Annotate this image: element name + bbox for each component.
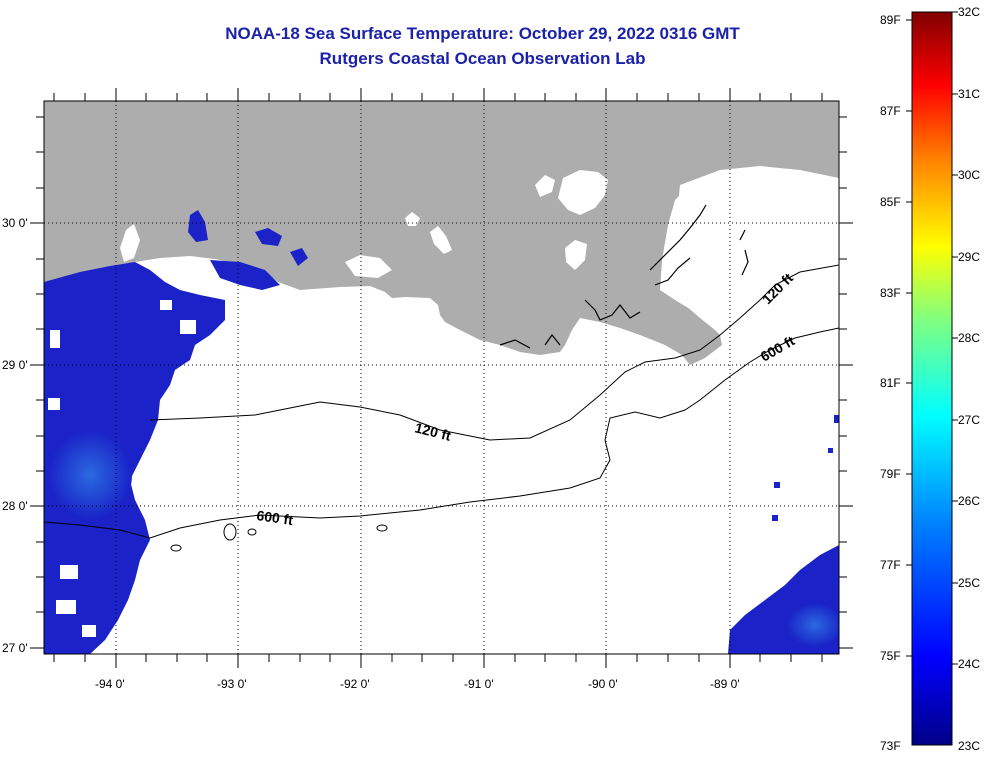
contour-600ft-loop: [376, 524, 388, 532]
colorbar-c-label: 25C: [958, 576, 980, 590]
sst-water-north: [188, 210, 208, 242]
cloud-hole: [50, 330, 60, 348]
colorbar-ticks: [906, 11, 958, 665]
cloud-hole: [82, 625, 96, 637]
colorbar-c-label: 27C: [958, 413, 980, 427]
contour-600ft-loop: [223, 523, 237, 541]
white-area-land: [565, 240, 587, 270]
axis-ticks: [30, 88, 853, 668]
colorbar-c-label: 28C: [958, 331, 980, 345]
colorbar-c-label: 29C: [958, 250, 980, 264]
cloud-hole: [180, 320, 196, 334]
sst-water-north: [210, 260, 280, 290]
white-area-land: [345, 255, 392, 278]
cloud-hole: [60, 565, 78, 579]
x-tick-label: -89 0': [710, 677, 740, 691]
contour-120ft: [149, 264, 839, 441]
colorbar-c-label: 26C: [958, 494, 980, 508]
sst-warmer-patch: [48, 430, 132, 520]
sst-water-north: [255, 228, 282, 246]
colorbar-f-label: 79F: [880, 467, 901, 481]
colorbar: [911, 11, 953, 746]
white-area-land: [558, 170, 608, 215]
sst-water-west: [44, 262, 225, 654]
sst-speck: [834, 415, 839, 423]
x-tick-label: -90 0': [588, 677, 618, 691]
sst-speck: [828, 448, 833, 453]
x-tick-label: -91 0': [464, 677, 494, 691]
cloud-hole: [48, 398, 60, 410]
colorbar-c-label: 23C: [958, 739, 980, 753]
x-tick-label: -94 0': [95, 677, 125, 691]
contour-600ft: [44, 327, 839, 539]
white-area-land: [430, 226, 452, 254]
cloud-hole: [160, 300, 172, 310]
contour-600ft-loop: [247, 528, 257, 536]
x-tick-label: -92 0': [340, 677, 370, 691]
x-tick-label: -93 0': [217, 677, 247, 691]
colorbar-f-label: 85F: [880, 195, 901, 209]
colorbar-f-label: 87F: [880, 104, 901, 118]
sst-speck: [774, 482, 780, 488]
colorbar-c-label: 31C: [958, 87, 980, 101]
gridlines: [44, 101, 839, 654]
y-tick-label: 27 0': [2, 641, 28, 655]
colorbar-f-label: 89F: [880, 13, 901, 27]
contour-label-600ft: 600 ft: [256, 507, 295, 528]
colorbar-f-label: 83F: [880, 286, 901, 300]
colorbar-f-label: 77F: [880, 558, 901, 572]
map-subtitle: Rutgers Coastal Ocean Observation Lab: [319, 49, 646, 68]
colorbar-c-label: 24C: [958, 657, 980, 671]
delta-fringe: [499, 204, 749, 349]
white-area-land: [535, 175, 555, 197]
contour-600ft-loop: [170, 544, 182, 552]
y-tick-label: 29 0': [2, 358, 28, 372]
y-tick-label: 28 0': [2, 499, 28, 513]
white-area-land: [672, 166, 839, 330]
sst-warmer-patch: [787, 603, 839, 647]
map-title: NOAA-18 Sea Surface Temperature: October…: [225, 24, 740, 43]
sst-water-north: [290, 248, 308, 266]
white-area-land: [120, 224, 140, 262]
colorbar-f-label: 73F: [880, 739, 901, 753]
colorbar-c-label: 32C: [958, 5, 980, 19]
colorbar-f-label: 81F: [880, 376, 901, 390]
sst-speck: [772, 515, 778, 521]
colorbar-c-label: 30C: [958, 168, 980, 182]
colorbar-f-label: 75F: [880, 649, 901, 663]
map-border: [43, 100, 840, 655]
cloud-hole: [56, 600, 76, 614]
y-tick-label: 30 0': [2, 216, 28, 230]
